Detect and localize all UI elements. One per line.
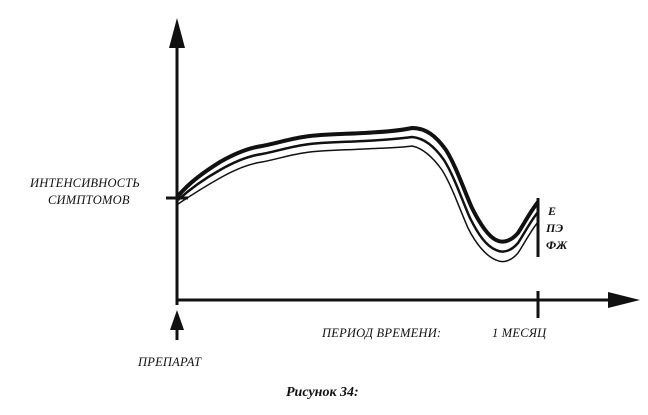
- curve-e: [176, 126, 540, 244]
- y-axis-label-line2: СИМПТОМОВ: [48, 193, 130, 207]
- x-tick-label: 1 МЕСЯЦ: [492, 326, 547, 340]
- y-axis-label-line1: ИНТЕНСИВНОСТЬ: [30, 176, 140, 190]
- figure-caption: Рисунок 34:: [286, 385, 359, 400]
- legend-fzh: ФЖ: [546, 238, 568, 252]
- arrow-up-icon: [169, 18, 185, 48]
- curve-fzh: [177, 145, 539, 263]
- legend-pe: ПЭ: [546, 221, 564, 235]
- drug-marker-label: ПРЕПАРАТ: [138, 355, 202, 369]
- arrow-right-icon: [608, 292, 640, 308]
- legend-e: Е: [548, 204, 557, 218]
- x-axis-label: ПЕРИОД ВРЕМЕНИ:: [322, 326, 442, 340]
- arrow-up-icon: [170, 310, 184, 330]
- curve-pe: [177, 135, 539, 253]
